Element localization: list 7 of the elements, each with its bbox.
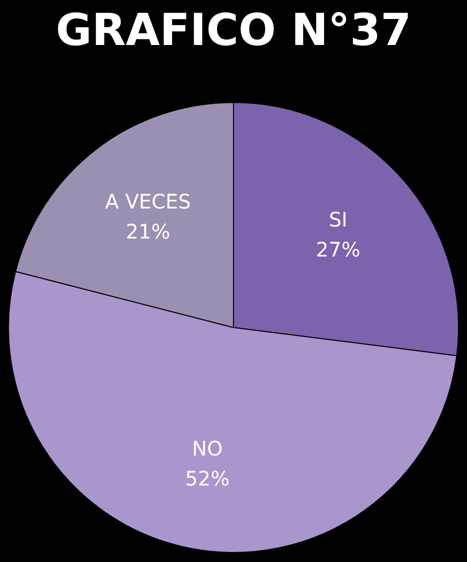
data-label: 27%	[316, 237, 360, 262]
data-label: 52%	[185, 466, 230, 491]
chart-title: GRAFICO N°37	[54, 4, 412, 58]
slice-label: A VECES	[105, 189, 191, 214]
slice-label: SI	[328, 207, 348, 232]
slice-label: NO	[192, 436, 223, 461]
data-label: 21%	[126, 219, 170, 244]
